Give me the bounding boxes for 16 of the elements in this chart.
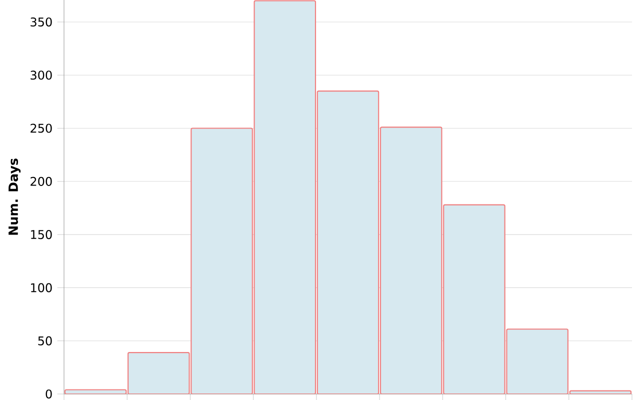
- y-tick-label: 250: [30, 124, 52, 133]
- y-tick-label: 100: [31, 283, 52, 292]
- bar: [380, 126, 442, 394]
- y-tick-label: 150: [31, 230, 52, 240]
- bar: [254, 0, 316, 394]
- bar: [128, 352, 190, 394]
- y-tick-label: 50: [38, 336, 52, 346]
- bar: [443, 204, 506, 394]
- y-tick-label: 350: [30, 17, 52, 27]
- y-tick-label: 0: [46, 389, 52, 399]
- bar: [190, 128, 253, 394]
- y-axis-title: Num. Days: [8, 158, 21, 235]
- y-tick-label: 300: [30, 70, 52, 80]
- y-tick-label: 200: [30, 176, 52, 186]
- bar: [316, 90, 380, 394]
- bar: [506, 328, 568, 394]
